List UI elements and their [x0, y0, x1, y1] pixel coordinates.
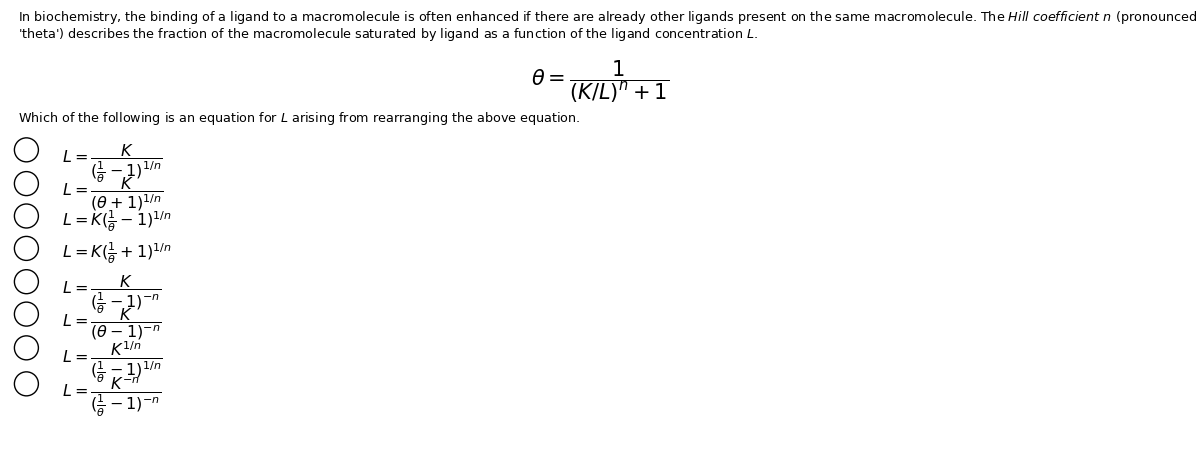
Text: $L = \dfrac{K}{(\theta-1)^{-n}}$: $L = \dfrac{K}{(\theta-1)^{-n}}$ [62, 306, 162, 342]
Text: $\theta = \dfrac{1}{(K/L)^{n}+1}$: $\theta = \dfrac{1}{(K/L)^{n}+1}$ [530, 58, 670, 105]
Text: $L = \dfrac{K}{(\frac{1}{\theta}-1)^{1/n}}$: $L = \dfrac{K}{(\frac{1}{\theta}-1)^{1/n… [62, 142, 163, 184]
Text: $L = K(\frac{1}{\theta}+1)^{1/n}$: $L = K(\frac{1}{\theta}+1)^{1/n}$ [62, 240, 173, 266]
Text: $L = \dfrac{K^{1/n}}{(\frac{1}{\theta}-1)^{1/n}}$: $L = \dfrac{K^{1/n}}{(\frac{1}{\theta}-1… [62, 340, 163, 385]
Text: $L = \dfrac{K}{(\theta+1)^{1/n}}$: $L = \dfrac{K}{(\theta+1)^{1/n}}$ [62, 176, 163, 213]
Text: $L = K(\frac{1}{\theta}-1)^{1/n}$: $L = K(\frac{1}{\theta}-1)^{1/n}$ [62, 208, 173, 234]
Text: Which of the following is an equation for $L$ arising from rearranging the above: Which of the following is an equation fo… [18, 110, 581, 127]
Text: $L = \dfrac{K^{-n}}{(\frac{1}{\theta}-1)^{-n}}$: $L = \dfrac{K^{-n}}{(\frac{1}{\theta}-1)… [62, 376, 162, 419]
Text: $L = \dfrac{K}{(\frac{1}{\theta}-1)^{-n}}$: $L = \dfrac{K}{(\frac{1}{\theta}-1)^{-n}… [62, 274, 162, 316]
Text: 'theta') describes the fraction of the macromolecule saturated by ligand as a fu: 'theta') describes the fraction of the m… [18, 26, 758, 43]
Text: In biochemistry, the binding of a ligand to a macromolecule is often enhanced if: In biochemistry, the binding of a ligand… [18, 9, 1198, 26]
